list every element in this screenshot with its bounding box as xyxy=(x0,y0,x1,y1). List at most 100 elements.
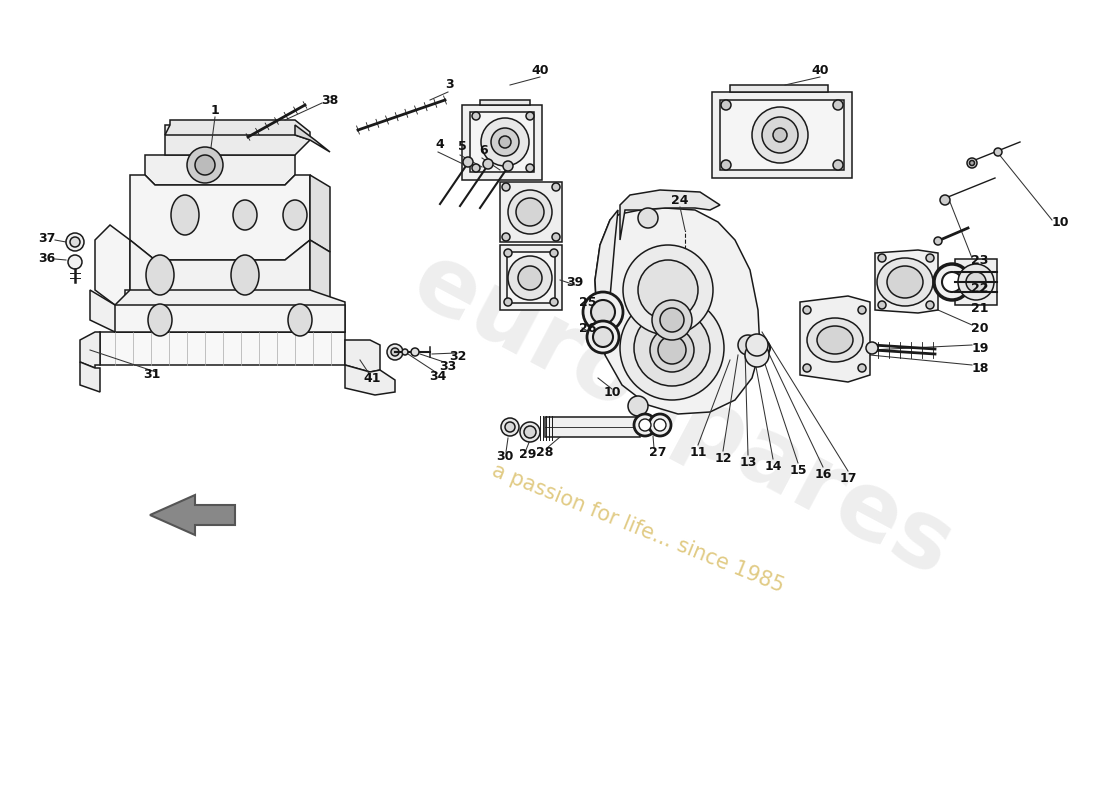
Circle shape xyxy=(738,335,758,355)
Text: 15: 15 xyxy=(790,463,806,477)
Text: 27: 27 xyxy=(649,446,667,458)
Circle shape xyxy=(803,306,811,314)
Circle shape xyxy=(654,419,666,431)
Text: eurospares: eurospares xyxy=(397,235,967,597)
Polygon shape xyxy=(595,210,618,355)
Text: 16: 16 xyxy=(814,467,832,481)
Circle shape xyxy=(620,296,724,400)
Polygon shape xyxy=(500,182,562,242)
Ellipse shape xyxy=(146,255,174,295)
Circle shape xyxy=(187,147,223,183)
Text: 21: 21 xyxy=(971,302,989,314)
Text: 10: 10 xyxy=(603,386,620,398)
Circle shape xyxy=(587,321,619,353)
Text: 24: 24 xyxy=(671,194,689,206)
Polygon shape xyxy=(462,105,542,180)
Circle shape xyxy=(720,160,732,170)
Circle shape xyxy=(762,117,798,153)
Text: 39: 39 xyxy=(566,275,584,289)
Text: 36: 36 xyxy=(39,251,56,265)
Polygon shape xyxy=(310,240,330,302)
Circle shape xyxy=(499,136,512,148)
Text: 6: 6 xyxy=(480,143,488,157)
Circle shape xyxy=(518,266,542,290)
Text: 18: 18 xyxy=(971,362,989,374)
Polygon shape xyxy=(595,208,760,414)
Circle shape xyxy=(638,260,698,320)
Circle shape xyxy=(966,272,986,292)
Text: 40: 40 xyxy=(531,63,549,77)
Circle shape xyxy=(500,418,519,436)
Circle shape xyxy=(833,160,843,170)
Text: 13: 13 xyxy=(739,455,757,469)
Text: 26: 26 xyxy=(580,322,596,334)
Circle shape xyxy=(649,414,671,436)
Text: 1: 1 xyxy=(210,103,219,117)
Text: 32: 32 xyxy=(449,350,466,362)
Circle shape xyxy=(463,157,473,167)
Polygon shape xyxy=(80,362,100,392)
Text: 3: 3 xyxy=(446,78,454,91)
Circle shape xyxy=(757,343,767,353)
Bar xyxy=(955,259,997,305)
Circle shape xyxy=(550,298,558,306)
Text: 31: 31 xyxy=(143,369,161,382)
Circle shape xyxy=(592,307,598,313)
Polygon shape xyxy=(730,85,828,92)
Text: 41: 41 xyxy=(363,371,381,385)
Circle shape xyxy=(934,237,942,245)
Polygon shape xyxy=(620,190,721,240)
Circle shape xyxy=(195,155,214,175)
Polygon shape xyxy=(95,225,130,305)
Polygon shape xyxy=(130,175,310,260)
Ellipse shape xyxy=(807,318,864,362)
Circle shape xyxy=(878,254,886,262)
Ellipse shape xyxy=(233,200,257,230)
Polygon shape xyxy=(345,340,379,372)
Circle shape xyxy=(524,426,536,438)
Circle shape xyxy=(516,198,544,226)
Polygon shape xyxy=(130,240,310,305)
Circle shape xyxy=(650,328,694,372)
Text: 33: 33 xyxy=(439,359,456,373)
Ellipse shape xyxy=(288,304,312,336)
Circle shape xyxy=(878,301,886,309)
Circle shape xyxy=(520,422,540,442)
Ellipse shape xyxy=(887,266,923,298)
Circle shape xyxy=(411,348,419,356)
Circle shape xyxy=(68,255,82,269)
Polygon shape xyxy=(712,92,852,178)
Circle shape xyxy=(550,249,558,257)
Polygon shape xyxy=(800,296,870,382)
Polygon shape xyxy=(116,305,345,332)
Text: 5: 5 xyxy=(458,141,466,154)
Circle shape xyxy=(504,298,512,306)
Circle shape xyxy=(588,304,601,316)
Circle shape xyxy=(481,118,529,166)
Circle shape xyxy=(552,233,560,241)
Circle shape xyxy=(583,292,623,332)
Circle shape xyxy=(483,159,493,169)
Polygon shape xyxy=(720,100,844,170)
Ellipse shape xyxy=(283,200,307,230)
Circle shape xyxy=(552,183,560,191)
Circle shape xyxy=(526,112,534,120)
Circle shape xyxy=(526,164,534,172)
Circle shape xyxy=(773,128,786,142)
Circle shape xyxy=(858,306,866,314)
Circle shape xyxy=(638,208,658,228)
Circle shape xyxy=(660,308,684,332)
Circle shape xyxy=(502,183,510,191)
Circle shape xyxy=(628,396,648,416)
Circle shape xyxy=(593,327,613,347)
Polygon shape xyxy=(100,332,345,365)
Circle shape xyxy=(858,364,866,372)
Bar xyxy=(544,417,640,437)
Text: 17: 17 xyxy=(839,471,857,485)
Ellipse shape xyxy=(170,195,199,235)
Text: 25: 25 xyxy=(580,295,596,309)
Circle shape xyxy=(942,272,962,292)
Circle shape xyxy=(634,310,710,386)
Polygon shape xyxy=(145,155,295,185)
Text: 30: 30 xyxy=(496,450,514,462)
